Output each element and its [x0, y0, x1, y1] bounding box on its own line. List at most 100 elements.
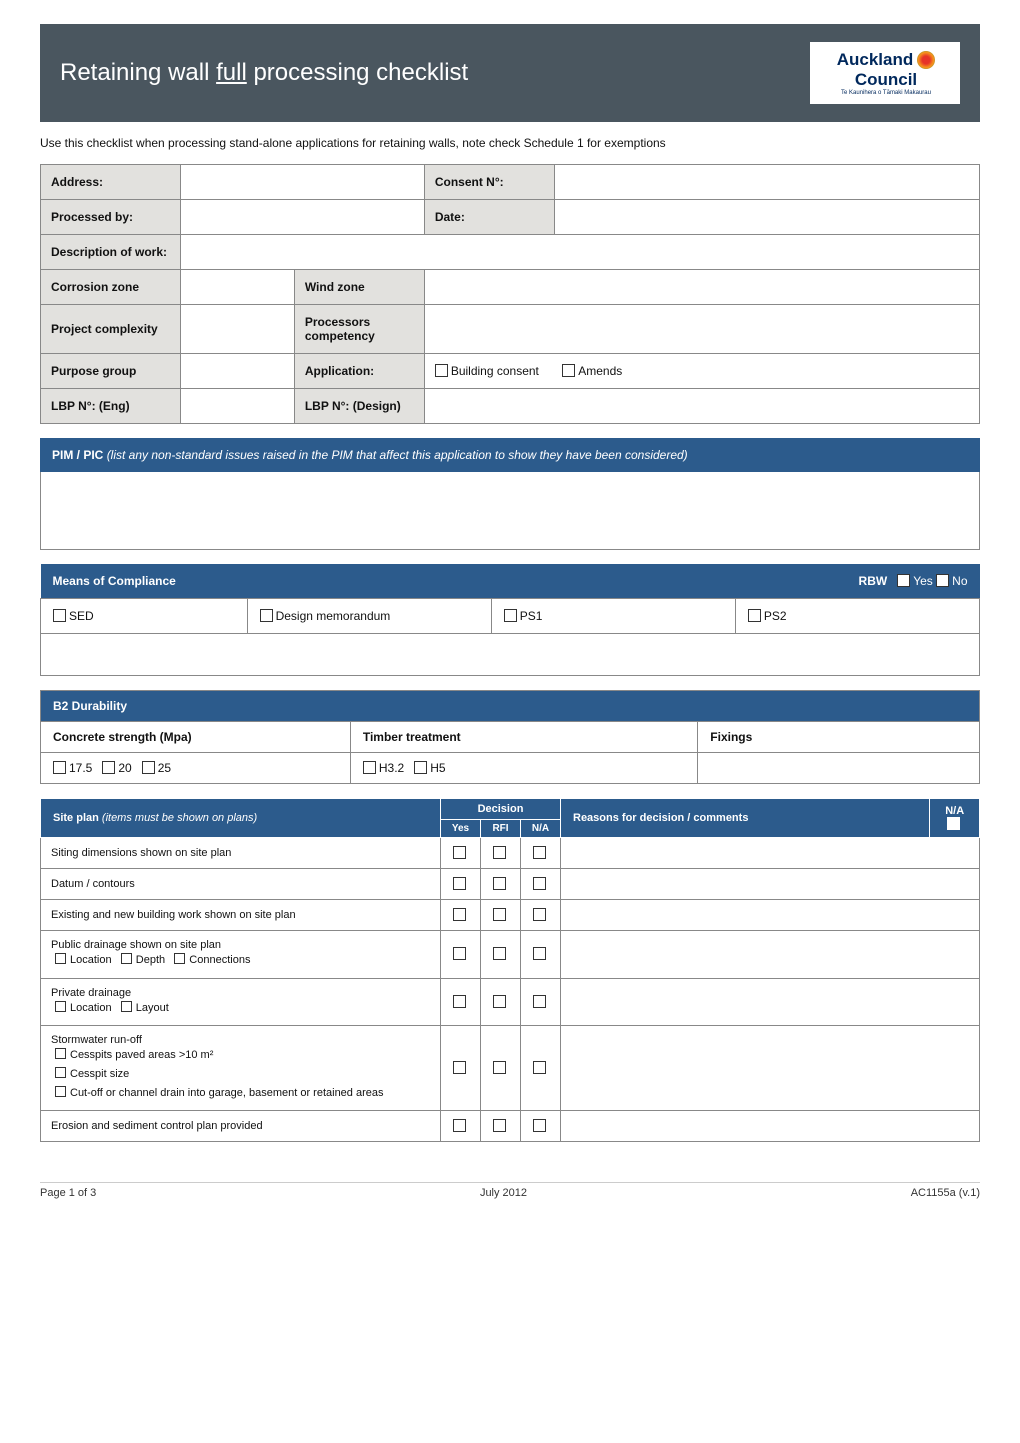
table-row: Datum / contours [41, 869, 980, 900]
processors-label: Processors competency [294, 305, 424, 354]
na-checkbox[interactable] [533, 995, 546, 1008]
date-label: Date: [424, 200, 554, 235]
consent-value[interactable] [554, 165, 979, 200]
rfi-checkbox[interactable] [493, 995, 506, 1008]
location-checkbox[interactable] [55, 953, 66, 964]
pim-title: PIM / PIC [52, 448, 107, 462]
reason-cell[interactable] [561, 1026, 980, 1111]
project-value[interactable] [181, 305, 295, 354]
sub-label: Cesspits paved areas >10 m² [70, 1049, 213, 1061]
reason-cell[interactable] [561, 1111, 980, 1142]
reason-cell[interactable] [561, 931, 980, 979]
processed-value[interactable] [181, 200, 425, 235]
sed-checkbox[interactable] [53, 609, 66, 622]
cutoff-checkbox[interactable] [55, 1086, 66, 1097]
lbp-eng-value[interactable] [181, 389, 295, 424]
rfi-checkbox[interactable] [493, 877, 506, 890]
sub-label: Cut-off or channel drain into garage, ba… [70, 1087, 384, 1099]
reason-cell[interactable] [561, 900, 980, 931]
address-value[interactable] [181, 165, 425, 200]
building-consent-checkbox[interactable] [435, 364, 448, 377]
rfi-checkbox[interactable] [493, 1119, 506, 1132]
moc-blank-row[interactable] [41, 634, 980, 676]
na-checkbox[interactable] [533, 908, 546, 921]
h32-checkbox[interactable] [363, 761, 376, 774]
h5-checkbox[interactable] [414, 761, 427, 774]
na-checkbox[interactable] [533, 846, 546, 859]
reason-cell[interactable] [561, 869, 980, 900]
date-value[interactable] [554, 200, 979, 235]
location-checkbox[interactable] [55, 1001, 66, 1012]
project-label: Project complexity [41, 305, 181, 354]
yes-checkbox[interactable] [453, 947, 466, 960]
depth-checkbox[interactable] [121, 953, 132, 964]
processors-value[interactable] [424, 305, 979, 354]
dm-checkbox[interactable] [260, 609, 273, 622]
sub-label: Layout [136, 1002, 169, 1014]
cesspit-size-checkbox[interactable] [55, 1067, 66, 1078]
description-label: Description of work: [41, 235, 181, 270]
na-checkbox[interactable] [533, 947, 546, 960]
pim-header: PIM / PIC (list any non-standard issues … [40, 438, 980, 472]
rbw-yes-checkbox[interactable] [897, 574, 910, 587]
rbw-label: RBW [859, 574, 888, 588]
ps2-label: PS2 [764, 609, 787, 623]
siteplan-title: Site plan [53, 812, 102, 824]
table-row: Existing and new building work shown on … [41, 900, 980, 931]
description-value[interactable] [181, 235, 980, 270]
c175-checkbox[interactable] [53, 761, 66, 774]
moc-title: Means of Compliance [41, 564, 736, 599]
timber-options: H3.2 H5 [350, 753, 697, 784]
sub-label: Cesspit size [70, 1068, 129, 1080]
row-main-label: Private drainage [51, 987, 131, 999]
rfi-checkbox[interactable] [493, 947, 506, 960]
lbp-design-value[interactable] [424, 389, 979, 424]
logo-line2: Council [855, 70, 917, 90]
ps2-checkbox[interactable] [748, 609, 761, 622]
title-pre: Retaining wall [60, 59, 216, 86]
ps1-checkbox[interactable] [504, 609, 517, 622]
sub-label: Location [70, 954, 112, 966]
na-checkbox[interactable] [533, 1119, 546, 1132]
yes-checkbox[interactable] [453, 877, 466, 890]
na-checkbox[interactable] [533, 1061, 546, 1074]
yes-checkbox[interactable] [453, 846, 466, 859]
cesspits-checkbox[interactable] [55, 1048, 66, 1059]
b2-table: B2 Durability Concrete strength (Mpa) Ti… [40, 690, 980, 784]
siteplan-title-cell: Site plan (items must be shown on plans) [41, 799, 441, 838]
logo-line3: Te Kaunihera o Tāmaki Makaurau [841, 90, 931, 96]
row-label: Private drainage Location Layout [41, 978, 441, 1026]
purpose-value[interactable] [181, 354, 295, 389]
rbw-no-checkbox[interactable] [936, 574, 949, 587]
yes-checkbox[interactable] [453, 908, 466, 921]
na-col-checkbox[interactable] [947, 817, 960, 830]
na-checkbox[interactable] [533, 877, 546, 890]
wind-value[interactable] [424, 270, 979, 305]
rbw-yes-label: Yes [913, 574, 933, 588]
yes-header: Yes [441, 820, 481, 838]
c20-checkbox[interactable] [102, 761, 115, 774]
amends-checkbox[interactable] [562, 364, 575, 377]
layout-checkbox[interactable] [121, 1001, 132, 1012]
fixings-value[interactable] [698, 753, 980, 784]
sed-label: SED [69, 609, 94, 623]
reason-cell[interactable] [561, 978, 980, 1026]
yes-checkbox[interactable] [453, 995, 466, 1008]
info-grid: Address: Consent N°: Processed by: Date:… [40, 164, 980, 424]
c25-checkbox[interactable] [142, 761, 155, 774]
rfi-checkbox[interactable] [493, 1061, 506, 1074]
yes-checkbox[interactable] [453, 1061, 466, 1074]
rfi-checkbox[interactable] [493, 846, 506, 859]
processed-label: Processed by: [41, 200, 181, 235]
corrosion-value[interactable] [181, 270, 295, 305]
row-label: Public drainage shown on site plan Locat… [41, 931, 441, 979]
pim-body[interactable] [40, 472, 980, 550]
footer-date: July 2012 [480, 1187, 527, 1199]
reason-cell[interactable] [561, 838, 980, 869]
row-main-label: Stormwater run-off [51, 1034, 142, 1046]
connections-checkbox[interactable] [174, 953, 185, 964]
rfi-checkbox[interactable] [493, 908, 506, 921]
yes-checkbox[interactable] [453, 1119, 466, 1132]
table-row: Public drainage shown on site plan Locat… [41, 931, 980, 979]
h32-label: H3.2 [379, 761, 404, 775]
